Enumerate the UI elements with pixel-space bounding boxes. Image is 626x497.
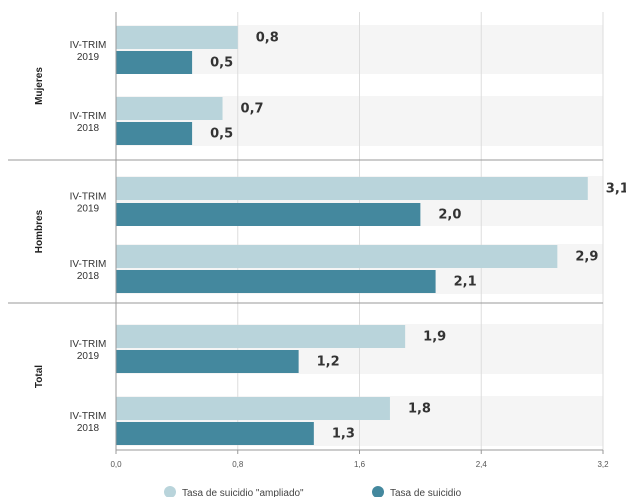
x-tick-label: 3,2 — [597, 460, 609, 469]
bars — [116, 26, 588, 445]
legend-label-ampliado: Tasa de suicidio "ampliado" — [182, 488, 304, 497]
value-label: 1,2 — [317, 355, 340, 370]
bar-ampliado — [116, 397, 390, 420]
legend-marker-ampliado — [164, 486, 176, 497]
bar-suicidio — [116, 51, 193, 74]
category-label-line1: IV-TRIM — [70, 411, 107, 422]
group-labels: Mujeres Hombres Total — [34, 67, 45, 388]
bar-suicidio — [116, 422, 314, 445]
value-label: 2,9 — [575, 250, 598, 265]
bar-suicidio — [116, 122, 193, 145]
value-label: 1,3 — [332, 427, 355, 442]
category-label-line2: 2019 — [77, 52, 100, 63]
x-tick-label: 2,4 — [476, 460, 488, 469]
value-labels: 0,8 0,5 0,7 0,5 3,1 2,0 2,9 2,1 1,9 1,2 1,8 1,3 — [210, 31, 626, 442]
category-label-line1: IV-TRIM — [70, 111, 107, 122]
legend-marker-suicidio — [372, 486, 384, 497]
category-label-line1: IV-TRIM — [70, 339, 107, 350]
x-tick-label: 1,6 — [354, 460, 366, 469]
value-label: 3,1 — [606, 182, 626, 197]
category-label-line2: 2019 — [77, 351, 100, 362]
category-label-line2: 2018 — [77, 423, 100, 434]
bar-suicidio — [116, 203, 421, 226]
value-label: 0,7 — [241, 102, 264, 117]
x-tick-label: 0,8 — [232, 460, 244, 469]
bar-ampliado — [116, 177, 588, 200]
group-label: Mujeres — [34, 67, 45, 105]
gridlines — [237, 12, 604, 450]
category-label-line1: IV-TRIM — [70, 40, 107, 51]
category-label-line2: 2018 — [77, 271, 100, 282]
value-label: 0,8 — [256, 31, 279, 46]
bar-ampliado — [116, 97, 223, 120]
bar-ampliado — [116, 245, 558, 268]
category-label-line1: IV-TRIM — [70, 192, 107, 203]
category-label-line1: IV-TRIM — [70, 259, 107, 270]
value-label: 1,8 — [408, 402, 431, 417]
legend-label-suicidio: Tasa de suicidio — [390, 488, 462, 497]
value-label: 2,0 — [438, 208, 461, 223]
category-labels: IV-TRIM2019IV-TRIM2018IV-TRIM2019IV-TRIM… — [70, 40, 107, 434]
value-label: 0,5 — [210, 127, 233, 142]
group-label: Hombres — [34, 209, 45, 253]
value-label: 0,5 — [210, 56, 233, 71]
bar-suicidio — [116, 350, 299, 373]
bar-suicidio — [116, 270, 436, 293]
category-label-line2: 2018 — [77, 123, 100, 134]
x-tick-label: 0,0 — [110, 460, 122, 469]
bar-ampliado — [116, 26, 238, 49]
legend: Tasa de suicidio "ampliado" Tasa de suici… — [164, 486, 462, 497]
axis: 0,0 0,8 1,6 2,4 3,2 — [8, 12, 609, 469]
group-label: Total — [34, 365, 45, 388]
value-label: 2,1 — [454, 275, 477, 290]
bar-ampliado — [116, 325, 406, 348]
value-label: 1,9 — [423, 330, 446, 345]
category-label-line2: 2019 — [77, 204, 100, 215]
